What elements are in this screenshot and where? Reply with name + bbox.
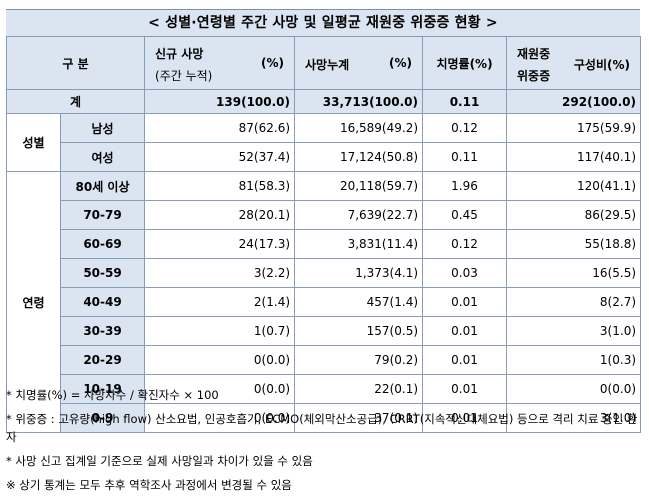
header-cum-deaths: 사망누계 (%): [294, 36, 424, 90]
cell-new: 0(0.0): [144, 345, 296, 375]
stats-table: 구 분 신규 사망 (주간 누적) (%) 사망누계 (%) 치명률(%) 재원…: [5, 36, 642, 433]
header-severe: 재원중 위중증 구성비(%): [506, 36, 642, 90]
table-row: 30-39 1(0.7) 157(0.5) 0.01 3(1.0): [7, 316, 642, 346]
cell-new: 28(20.1): [144, 200, 296, 230]
cell-cfr: 0.12: [422, 113, 508, 143]
cell-severe: 0(0.0): [506, 374, 642, 404]
cell-cum: 37(0.1): [294, 403, 424, 433]
cell-cum: 79(0.2): [294, 345, 424, 375]
total-severe: 292(100.0): [506, 89, 642, 114]
cell-cfr: 0.11: [422, 142, 508, 172]
table-row: 연령 80세 이상 81(58.3) 20,118(59.7) 1.96 120…: [6, 171, 642, 433]
cell-new: 24(17.3): [144, 229, 296, 259]
cell-cfr: 0.01: [422, 287, 508, 317]
table-title: < 성별·연령별 주간 사망 및 일평균 재원중 위중증 현황 >: [6, 9, 640, 37]
row-label: 여성: [59, 142, 146, 172]
table-row: 60-69 24(17.3) 3,831(11.4) 0.12 55(18.8): [7, 229, 642, 259]
cell-new: 87(62.6): [144, 113, 296, 143]
footnotes: * 치명률(%) = 사망자수 / 확진자수 × 100 * 위중증 : 고유량…: [6, 386, 640, 500]
row-label: 50-59: [59, 258, 146, 288]
total-cfr: 0.11: [422, 89, 508, 114]
row-label: 10-19: [59, 374, 146, 404]
row-label: 0-9: [59, 403, 146, 433]
total-label: 계: [5, 89, 146, 114]
cell-severe: 1(0.3): [506, 345, 642, 375]
cell-severe: 86(29.5): [506, 200, 642, 230]
cell-cfr: 0.45: [422, 200, 508, 230]
cell-cfr: 0.12: [422, 229, 508, 259]
header-new-deaths-label: 신규 사망: [155, 47, 204, 61]
cell-new: 3(2.2): [144, 258, 296, 288]
sex-group-label: 성별: [6, 113, 61, 172]
cell-new: 2(1.4): [144, 287, 296, 317]
header-severe-b: 위중증: [517, 69, 551, 83]
table-row: 20-29 0(0.0) 79(0.2) 0.01 1(0.3): [7, 345, 642, 375]
age-group-label: 연령: [6, 171, 61, 433]
table-row: 여성 52(37.4) 17,124(50.8) 0.11 117(40.1): [7, 142, 642, 172]
total-cum: 33,713(100.0): [294, 89, 424, 114]
footnote-severe-definition: * 위중증 : 고유량(high flow) 산소요법, 인공호흡기, ECMO…: [6, 412, 638, 444]
cell-severe: 117(40.1): [506, 142, 642, 172]
cell-cum: 16,589(49.2): [294, 113, 424, 143]
row-label: 30-39: [59, 316, 146, 346]
footnote-report-date: * 사망 신고 집계일 기준으로 실제 사망일과 차이가 있을 수 있음: [6, 454, 313, 468]
cell-cum: 157(0.5): [294, 316, 424, 346]
cell-new: 52(37.4): [144, 142, 296, 172]
table-row: 0-9 0(0.0) 37(0.1) 0.01 3(1.0): [7, 403, 642, 433]
cell-cum: 7,639(22.7): [294, 200, 424, 230]
table-row: 10-19 0(0.0) 22(0.1) 0.01 0(0.0): [7, 374, 642, 404]
header-ratio: 구성비(%): [573, 58, 631, 72]
cell-cfr: 0.01: [422, 403, 508, 433]
table-row: 성별 남성 87(62.6) 16,589(49.2) 0.12 175(59.…: [6, 113, 642, 172]
row-label: 80세 이상: [59, 171, 146, 201]
row-label: 40-49: [59, 287, 146, 317]
footnote-revision: ※ 상기 통계는 모두 추후 역학조사 과정에서 변경될 수 있음: [6, 478, 292, 492]
cell-cum: 1,373(4.1): [294, 258, 424, 288]
cell-new: 0(0.0): [144, 374, 296, 404]
cell-cum: 3,831(11.4): [294, 229, 424, 259]
header-severe-a: 재원중: [517, 47, 551, 61]
cell-cum: 20,118(59.7): [294, 171, 424, 201]
cell-severe: 8(2.7): [506, 287, 642, 317]
header-group: 구 분: [5, 36, 146, 90]
row-label: 70-79: [59, 200, 146, 230]
header-pct-1: (%): [261, 56, 285, 70]
footnote-fatality: * 치명률(%) = 사망자수 / 확진자수 × 100: [6, 388, 219, 402]
cell-severe: 3(1.0): [506, 316, 642, 346]
cell-severe: 120(41.1): [506, 171, 642, 201]
total-row: 계 139(100.0) 33,713(100.0) 0.11 292(100.…: [5, 89, 642, 114]
table-row: 40-49 2(1.4) 457(1.4) 0.01 8(2.7): [7, 287, 642, 317]
header-new-deaths: 신규 사망 (주간 누적) (%): [144, 36, 296, 90]
total-new: 139(100.0): [144, 89, 296, 114]
row-label: 20-29: [59, 345, 146, 375]
header-fatality: 치명률(%): [422, 36, 508, 90]
cell-severe: 175(59.9): [506, 113, 642, 143]
header-row: 구 분 신규 사망 (주간 누적) (%) 사망누계 (%) 치명률(%) 재원…: [5, 36, 642, 90]
cell-cfr: 0.01: [422, 345, 508, 375]
cell-new: 1(0.7): [144, 316, 296, 346]
header-new-deaths-sub: (주간 누적): [155, 69, 213, 83]
cell-cum: 457(1.4): [294, 287, 424, 317]
table-row: 50-59 3(2.2) 1,373(4.1) 0.03 16(5.5): [7, 258, 642, 288]
table-row: 70-79 28(20.1) 7,639(22.7) 0.45 86(29.5): [7, 200, 642, 230]
cell-severe: 16(5.5): [506, 258, 642, 288]
row-label: 60-69: [59, 229, 146, 259]
cell-severe: 55(18.8): [506, 229, 642, 259]
cell-severe: 3(1.0): [506, 403, 642, 433]
cell-cfr: 1.96: [422, 171, 508, 201]
cell-new: 0(0.0): [144, 403, 296, 433]
header-pct-2: (%): [389, 56, 413, 70]
cell-cfr: 0.01: [422, 316, 508, 346]
cell-cum: 17,124(50.8): [294, 142, 424, 172]
row-label: 남성: [59, 113, 146, 143]
header-cum-deaths-label: 사망누계: [305, 58, 350, 72]
cell-cfr: 0.03: [422, 258, 508, 288]
cell-new: 81(58.3): [144, 171, 296, 201]
